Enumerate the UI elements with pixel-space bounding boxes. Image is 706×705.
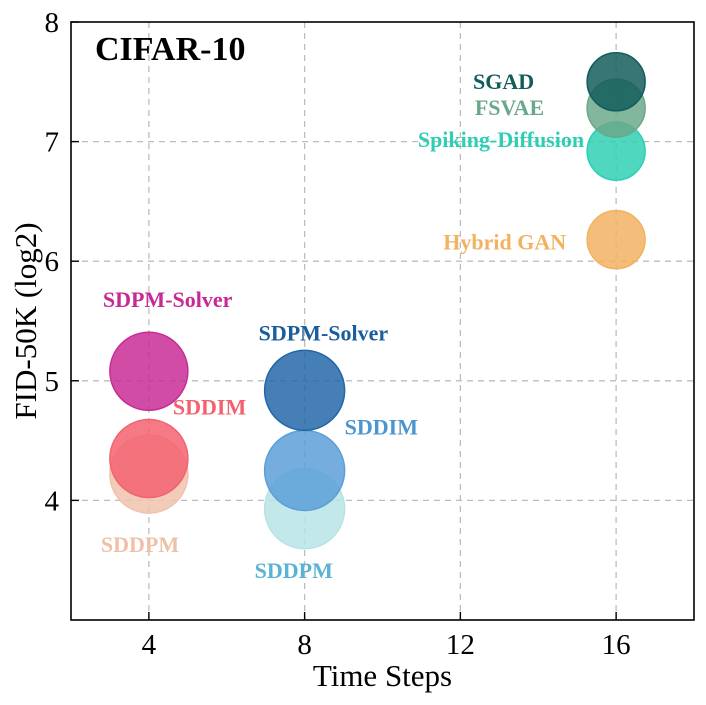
- bubble-sdpm-solver-t4: [109, 331, 189, 411]
- x-tick-label: 16: [602, 629, 631, 661]
- bubble-sdpm-solver-t8: [263, 349, 346, 432]
- label-sddpm-t8: SDDPM: [255, 558, 333, 583]
- chart-title: CIFAR-10: [95, 31, 245, 68]
- bubble-layer: [109, 52, 646, 550]
- x-axis-title: Time Steps: [313, 658, 452, 693]
- y-tick-label: 5: [45, 366, 60, 398]
- label-sddim-t4: SDDIM: [173, 395, 247, 420]
- label-sdpm-solver-t4: SDPM-Solver: [103, 287, 233, 312]
- bubble-label-layer: SDDPM SDDIM SDPM-Solver SDDPM SDDIM SDPM-Solv…: [101, 69, 584, 583]
- y-tick-label: 7: [45, 127, 60, 159]
- label-sdpm-solver-t8: SDPM-Solver: [259, 320, 389, 345]
- y-axis-title: FID-50K (log2): [8, 222, 43, 419]
- bubble-sddim-t8: [263, 429, 346, 512]
- label-hybrid-gan-t16: Hybrid GAN: [443, 230, 566, 255]
- y-tick-label: 4: [45, 485, 60, 517]
- x-tick-label: 12: [446, 629, 475, 661]
- label-sgad-t16: SGAD: [473, 69, 534, 94]
- y-tick-label: 8: [45, 7, 60, 39]
- bubble-sddim-t4: [109, 418, 189, 499]
- label-fsvae-t16: FSVAE: [475, 95, 544, 120]
- label-sddpm-t4: SDDPM: [101, 532, 179, 557]
- y-tick-label: 6: [45, 246, 60, 278]
- bubble-hybrid-gan-t16: [586, 209, 646, 270]
- x-tick-label: 8: [297, 629, 312, 661]
- label-spiking-diffusion-t16: Spiking-Diffusion: [418, 127, 584, 152]
- plot-frame: [70, 21, 695, 621]
- tick-layer: 4 8 12 16 4 5 6 7 8: [45, 7, 631, 661]
- label-sddim-t8: SDDIM: [345, 415, 419, 440]
- bubble-sgad-t16: [586, 52, 646, 112]
- x-tick-label: 4: [142, 629, 157, 661]
